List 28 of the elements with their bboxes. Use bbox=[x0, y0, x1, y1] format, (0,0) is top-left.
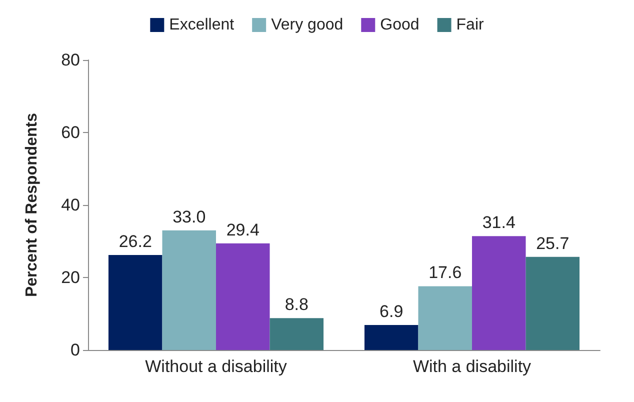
y-tick-label: 40 bbox=[61, 196, 80, 214]
data-label: 26.2 bbox=[118, 232, 152, 252]
bar bbox=[108, 255, 162, 350]
y-tick-label: 80 bbox=[61, 50, 80, 70]
x-tick-label: With a disability bbox=[412, 357, 532, 376]
bar bbox=[526, 256, 580, 350]
y-tick-label: 20 bbox=[61, 268, 80, 287]
legend-label: Fair bbox=[456, 16, 485, 34]
bar bbox=[216, 243, 270, 350]
legend-label: Excellent bbox=[169, 16, 235, 34]
y-tick-label: 60 bbox=[61, 123, 80, 142]
bar bbox=[364, 324, 418, 350]
legend-label: Very good bbox=[271, 16, 344, 34]
bar bbox=[418, 286, 472, 350]
data-label: 8.8 bbox=[284, 295, 308, 314]
data-label: 17.6 bbox=[428, 263, 462, 282]
data-label: 29.4 bbox=[226, 220, 260, 240]
data-label: 33.0 bbox=[172, 207, 206, 226]
bar bbox=[270, 318, 324, 350]
bar bbox=[162, 230, 216, 350]
data-label: 31.4 bbox=[482, 213, 516, 232]
legend-label: Good bbox=[380, 16, 420, 34]
y-tick-label: 0 bbox=[70, 340, 80, 360]
x-tick-label: Without a disability bbox=[145, 357, 288, 376]
bar bbox=[472, 236, 526, 350]
data-label: 25.7 bbox=[536, 234, 570, 253]
y-axis-title: Percent of Respondents bbox=[24, 112, 40, 298]
data-label: 6.9 bbox=[380, 302, 404, 321]
